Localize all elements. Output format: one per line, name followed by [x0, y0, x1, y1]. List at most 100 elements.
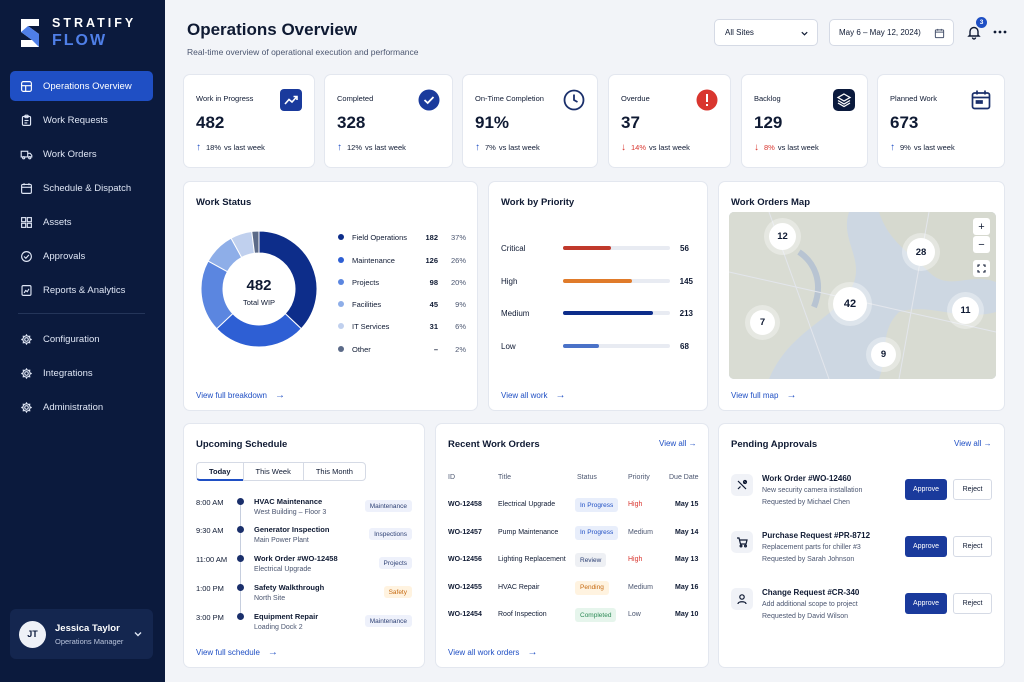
- schedule-item[interactable]: 8:00 AM HVAC Maintenance West Building – F…: [196, 497, 412, 521]
- cell-title: Electrical Upgrade: [498, 501, 556, 508]
- map-canvas[interactable]: 12 28 42 7 11 9 + −: [729, 212, 996, 379]
- fullscreen-button[interactable]: [973, 260, 990, 277]
- approve-button[interactable]: Approve: [905, 593, 947, 614]
- schedule-title: Work Order #WO-12458: [254, 554, 338, 563]
- nav-label: Administration: [43, 401, 104, 413]
- brand-logo[interactable]: STRATIFY FLOW: [18, 17, 136, 49]
- legend-name: Other: [352, 344, 371, 354]
- approval-title[interactable]: Change Request #CR-340: [762, 588, 860, 597]
- kpi-card-work-in-progress[interactable]: Work in Progress 482 ↑ 18% vs last week: [183, 74, 315, 168]
- nav-item-operations-overview[interactable]: Operations Overview: [10, 71, 153, 101]
- stratify-logo-icon: [21, 19, 39, 47]
- nav-item-integrations[interactable]: Integrations: [10, 358, 153, 388]
- tab-this-month[interactable]: This Month: [302, 462, 366, 481]
- bell-icon[interactable]: [966, 24, 982, 40]
- kpi-card-overdue[interactable]: Overdue 37 ↓ 14% vs last week: [608, 74, 731, 168]
- date-range-picker[interactable]: May 6 – May 12, 2024): [829, 19, 954, 46]
- reject-button[interactable]: Reject: [953, 479, 992, 500]
- view-all-work-orders-link[interactable]: View all →: [659, 439, 697, 448]
- cell-title: Pump Maintenance: [498, 528, 559, 536]
- view-all-work-orders-bottom-link[interactable]: View all work orders →: [448, 647, 537, 658]
- reject-button[interactable]: Reject: [953, 593, 992, 614]
- kpi-card-completed[interactable]: Completed 328 ↑ 12% vs last week: [324, 74, 453, 168]
- more-options-icon[interactable]: [992, 26, 1008, 38]
- approve-button[interactable]: Approve: [905, 479, 947, 500]
- map-cluster-marker[interactable]: 12: [769, 223, 796, 250]
- table-row[interactable]: WO-12456 Lighting Replacement Review High Ma…: [448, 553, 702, 569]
- legend-pct: 6%: [455, 321, 466, 331]
- kpi-delta: ↑ 18% vs last week: [196, 142, 265, 153]
- user-menu[interactable]: JT Jessica Taylor Operations Manager: [10, 609, 153, 659]
- cell-due: May 15: [675, 501, 699, 508]
- zoom-in-button[interactable]: +: [973, 218, 990, 235]
- nav-item-schedule-dispatch[interactable]: Schedule & Dispatch: [10, 173, 153, 203]
- nav-divider: [18, 313, 145, 314]
- legend-count: 45: [429, 299, 438, 309]
- zoom-out-button[interactable]: −: [973, 236, 990, 253]
- user-name: Jessica Taylor: [55, 622, 120, 634]
- approval-title[interactable]: Work Order #WO-12460: [762, 474, 852, 483]
- column-header-due-date[interactable]: Due Date: [669, 474, 699, 481]
- kpi-card-on-time-completion[interactable]: On-Time Completion 91% ↑ 7% vs last week: [462, 74, 598, 168]
- nav-item-configuration[interactable]: Configuration: [10, 324, 153, 354]
- timeline-dot: [237, 555, 244, 562]
- column-header-id[interactable]: ID: [448, 474, 455, 481]
- approval-description: Add additional scope to project: [762, 601, 858, 608]
- kpi-delta-suffix: vs last week: [777, 143, 819, 152]
- kpi-card-backlog[interactable]: Backlog 129 ↓ 8% vs last week: [741, 74, 868, 168]
- kpi-delta-suffix: vs last week: [224, 143, 265, 152]
- map-cluster-marker[interactable]: 7: [750, 310, 775, 335]
- site-select[interactable]: All Sites: [714, 19, 818, 46]
- view-full-schedule-link[interactable]: View full schedule →: [196, 647, 278, 658]
- table-row[interactable]: WO-12455 HVAC Repair Pending Medium May 16: [448, 580, 702, 597]
- nav-item-administration[interactable]: Administration: [10, 392, 153, 422]
- nav-item-reports-analytics[interactable]: Reports & Analytics: [10, 275, 153, 305]
- schedule-item[interactable]: 11:00 AM Work Order #WO-12458 Electrical U…: [196, 554, 412, 578]
- approval-title[interactable]: Purchase Request #PR-8712: [762, 531, 871, 540]
- donut-slice[interactable]: [216, 312, 302, 348]
- donut-slice[interactable]: [251, 230, 260, 254]
- tab-this-week[interactable]: This Week: [242, 462, 304, 481]
- table-row[interactable]: WO-12458 Electrical Upgrade In Progress Hig…: [448, 498, 702, 514]
- nav-item-approvals[interactable]: Approvals: [10, 241, 153, 271]
- kpi-delta: ↑ 7% vs last week: [475, 142, 540, 153]
- legend-name: Facilities: [352, 299, 382, 309]
- table-row[interactable]: WO-12454 Roof Inspection Completed Low May 1…: [448, 608, 702, 624]
- donut-slice[interactable]: [258, 230, 318, 330]
- view-full-breakdown-link[interactable]: View full breakdown →: [196, 390, 285, 401]
- table-row[interactable]: WO-12457 Pump Maintenance In Progress Mediu…: [448, 525, 702, 542]
- reject-button[interactable]: Reject: [953, 536, 992, 557]
- nav-item-assets[interactable]: Assets: [10, 207, 153, 237]
- clipboard-icon: [21, 114, 32, 126]
- timeline-dot: [237, 613, 244, 620]
- column-header-priority[interactable]: Priority: [628, 474, 650, 481]
- box-icon: [21, 216, 32, 228]
- map-cluster-marker[interactable]: 28: [907, 238, 935, 266]
- approval-icon-wrap: [731, 474, 753, 496]
- schedule-item[interactable]: 3:00 PM Equipment Repair Loading Dock 2 Mai…: [196, 612, 412, 636]
- cell-id: WO-12455: [448, 583, 482, 591]
- approve-button[interactable]: Approve: [905, 536, 947, 557]
- cell-title: HVAC Repair: [498, 583, 540, 591]
- kpi-value: 673: [890, 113, 919, 132]
- schedule-item[interactable]: 9:30 AM Generator Inspection Main Power Pl…: [196, 525, 412, 549]
- map-cluster-marker[interactable]: 42: [833, 287, 867, 321]
- schedule-time: 3:00 PM: [196, 613, 224, 622]
- column-header-title[interactable]: Title: [498, 474, 511, 481]
- view-full-map-link[interactable]: View full map →: [731, 390, 796, 401]
- nav-item-work-orders[interactable]: Work Orders: [10, 139, 153, 169]
- nav-label: Approvals: [43, 250, 86, 262]
- map-cluster-marker[interactable]: 9: [871, 342, 896, 367]
- nav-item-work-requests[interactable]: Work Requests: [10, 105, 153, 135]
- arrow-right-icon: →: [275, 390, 286, 401]
- view-all-work-link[interactable]: View all work →: [501, 390, 566, 401]
- status-badge: Review: [575, 553, 607, 567]
- view-all-approvals-link[interactable]: View all →: [954, 439, 992, 448]
- tab-today[interactable]: Today: [196, 462, 244, 481]
- schedule-item[interactable]: 1:00 PM Safety Walkthrough North Site Safet…: [196, 583, 412, 607]
- map-cluster-marker[interactable]: 11: [952, 297, 979, 324]
- kpi-card-planned-work[interactable]: Planned Work 673 ↑ 9% vs last week: [877, 74, 1005, 168]
- column-header-status[interactable]: Status: [577, 474, 597, 481]
- link-label: View full breakdown: [196, 391, 268, 400]
- card-title: Work Status: [196, 197, 252, 208]
